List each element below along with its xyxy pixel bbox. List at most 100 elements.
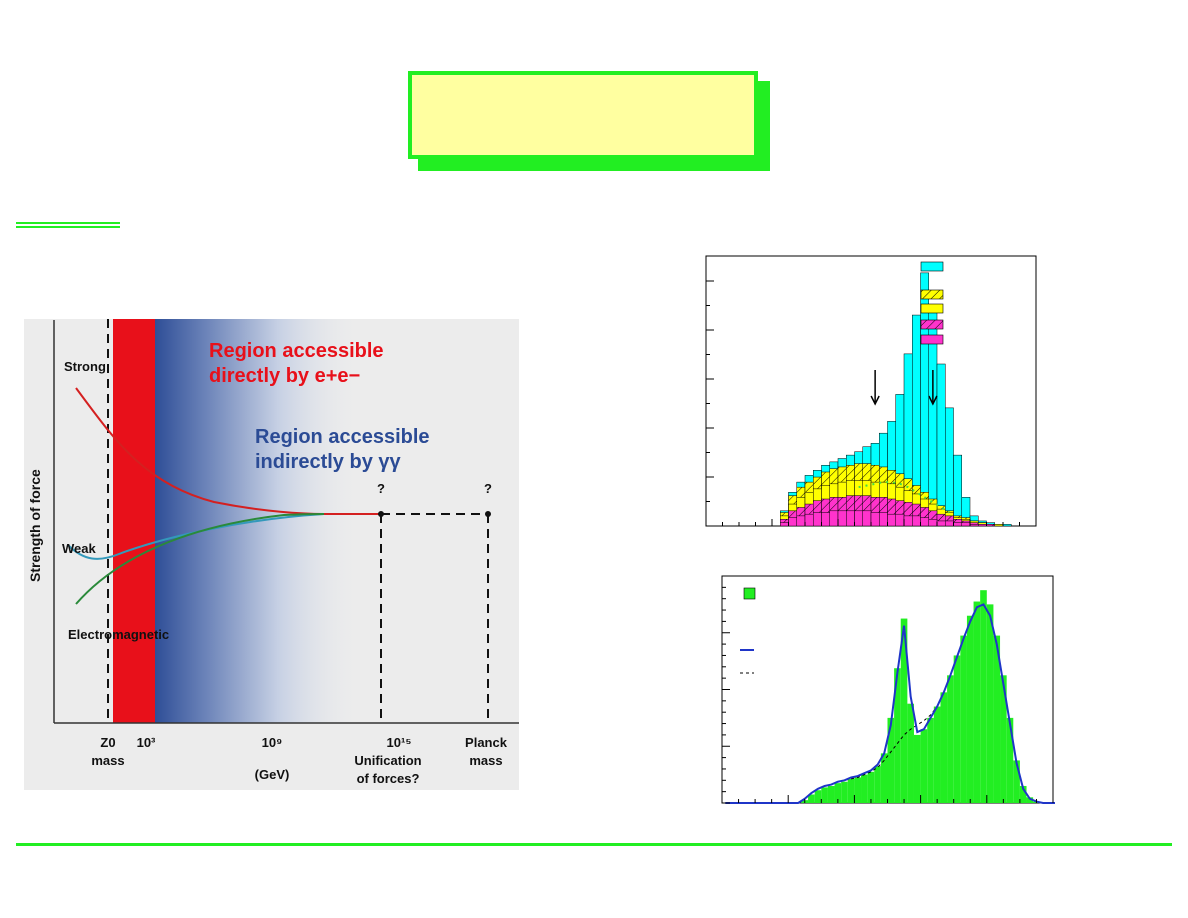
unification-question-mark: ? bbox=[377, 481, 385, 496]
chart1-bar bbox=[969, 524, 979, 527]
chart2-hist-bar bbox=[1006, 717, 1014, 803]
chart1-legend-swatch bbox=[920, 261, 944, 272]
y-axis-label: Strength of force bbox=[27, 469, 43, 582]
chart2-hist-bar bbox=[953, 655, 961, 803]
tick-unification-line1: Unification bbox=[354, 753, 421, 768]
bottom-divider bbox=[16, 843, 1172, 846]
chart2-fit-curve bbox=[725, 603, 1057, 804]
chart1-bar bbox=[978, 524, 987, 527]
chart2-hist-bar bbox=[907, 703, 914, 803]
chart1-bar bbox=[870, 512, 880, 527]
chart2-hist-bar bbox=[841, 781, 848, 803]
chart2-legend-hist bbox=[743, 587, 756, 600]
chart1-cut-arrowhead bbox=[928, 395, 938, 406]
chart2-hist-bar bbox=[867, 771, 875, 803]
direct-region-band bbox=[113, 319, 155, 723]
chart1-bar bbox=[903, 515, 913, 527]
chart1-bar bbox=[920, 517, 929, 527]
chart1-bar bbox=[912, 515, 921, 527]
chart2-hist-bar bbox=[894, 668, 901, 803]
chart1-bar bbox=[813, 512, 822, 527]
indirect-region-label-2: indirectly by γγ bbox=[255, 451, 401, 473]
x-axis-unit: (GeV) bbox=[255, 767, 290, 782]
chart1-bar bbox=[961, 522, 971, 527]
chart1-bar bbox=[895, 513, 905, 527]
chart1-legend-swatch bbox=[920, 303, 944, 314]
chart1-cut-arrowhead bbox=[870, 395, 880, 406]
chart1-bar bbox=[796, 515, 806, 527]
chart2-hist-bar bbox=[973, 601, 981, 803]
indirect-region-label-1: Region accessible bbox=[255, 426, 430, 448]
stacked-histogram-chart bbox=[704, 254, 1038, 528]
chart2-hist-bar bbox=[1026, 797, 1034, 803]
chart2-hist-bar bbox=[966, 615, 974, 803]
chart1-bar bbox=[994, 524, 1004, 527]
chart2-hist-bar bbox=[854, 777, 862, 803]
direct-region-label-2: directly by e+e− bbox=[209, 365, 360, 387]
chart2-hist-bar bbox=[808, 794, 815, 803]
chart1-bar bbox=[829, 510, 839, 527]
section-underline bbox=[16, 222, 120, 224]
chart1-legend-hatch bbox=[921, 290, 943, 299]
chart2-hist-bar bbox=[900, 618, 908, 803]
chart1-bar bbox=[879, 512, 888, 527]
mass-fit-chart bbox=[720, 574, 1057, 805]
chart2-hist-bar bbox=[1013, 760, 1020, 803]
chart2-hist-bar bbox=[913, 734, 921, 803]
weak-force-label: Weak bbox=[62, 541, 96, 556]
chart1-bar-hatch bbox=[895, 500, 904, 526]
chart2-hist-bar bbox=[960, 635, 967, 803]
tick-1e15: 10¹⁵ bbox=[387, 735, 412, 750]
tick-1e9: 10⁹ bbox=[262, 735, 283, 750]
chart2-hist-bar bbox=[887, 717, 895, 803]
chart1-bar bbox=[862, 510, 872, 527]
chart1-bar bbox=[953, 454, 962, 527]
tick-planck-line2: mass bbox=[469, 753, 502, 768]
tick-unification-line2: of forces? bbox=[357, 771, 420, 786]
chart1-bar bbox=[953, 522, 962, 527]
chart1-bar bbox=[936, 520, 946, 527]
chart1-bar bbox=[945, 520, 954, 527]
chart1-bar-hatch bbox=[904, 502, 913, 526]
chart2-hist-bar bbox=[814, 790, 822, 803]
chart1-bar-hatch bbox=[937, 514, 946, 526]
chart1-bar-hatch bbox=[879, 497, 888, 526]
chart1-bar bbox=[804, 513, 814, 527]
chart1-bar-hatch bbox=[920, 507, 929, 526]
tick-1e3: 10³ bbox=[137, 735, 156, 750]
chart1-bar-hatch bbox=[871, 497, 880, 526]
chart2-hist-bar bbox=[847, 778, 855, 803]
chart2-hist-bar bbox=[980, 590, 987, 803]
chart1-legend-hatch bbox=[921, 320, 943, 329]
chart1-bar-hatch bbox=[912, 504, 921, 526]
section-underline-2 bbox=[16, 226, 120, 228]
chart2-hist-bar bbox=[1019, 785, 1027, 803]
chart2-hist-bar bbox=[947, 675, 954, 803]
chart1-legend-swatch bbox=[920, 334, 944, 345]
chart2-hist-bar bbox=[880, 753, 888, 803]
chart2-hist-bar bbox=[834, 783, 842, 803]
force-unification-diagram: Region accessible directly by e+e− Regio… bbox=[24, 319, 519, 790]
chart1-bar bbox=[780, 522, 789, 527]
tick-planck-line1: Planck bbox=[465, 735, 508, 750]
chart2-hist-bar bbox=[861, 774, 868, 803]
chart2-hist-bar bbox=[1000, 675, 1007, 803]
chart1-bar bbox=[945, 407, 954, 527]
chart2-hist-bar bbox=[827, 785, 835, 803]
chart1-bar bbox=[854, 510, 863, 527]
chart1-bar-hatch bbox=[986, 524, 995, 526]
chart2-hist-bar bbox=[920, 729, 928, 803]
chart1-bar-hatch bbox=[928, 510, 937, 526]
chart1-bar bbox=[936, 363, 946, 527]
weak-force-curve bbox=[67, 513, 325, 560]
em-force-label: Electromagnetic bbox=[68, 627, 169, 642]
chart1-bar bbox=[846, 510, 855, 527]
chart2-hist-bar bbox=[874, 766, 881, 803]
chart1-dotted-curve bbox=[858, 481, 950, 514]
strong-force-label: Strong bbox=[64, 359, 106, 374]
tick-z0-line1: Z0 bbox=[100, 735, 115, 750]
em-force-curve bbox=[75, 513, 325, 605]
chart1-bar bbox=[837, 510, 847, 527]
chart1-bar bbox=[788, 517, 797, 527]
chart2-hist-bar bbox=[927, 717, 934, 803]
